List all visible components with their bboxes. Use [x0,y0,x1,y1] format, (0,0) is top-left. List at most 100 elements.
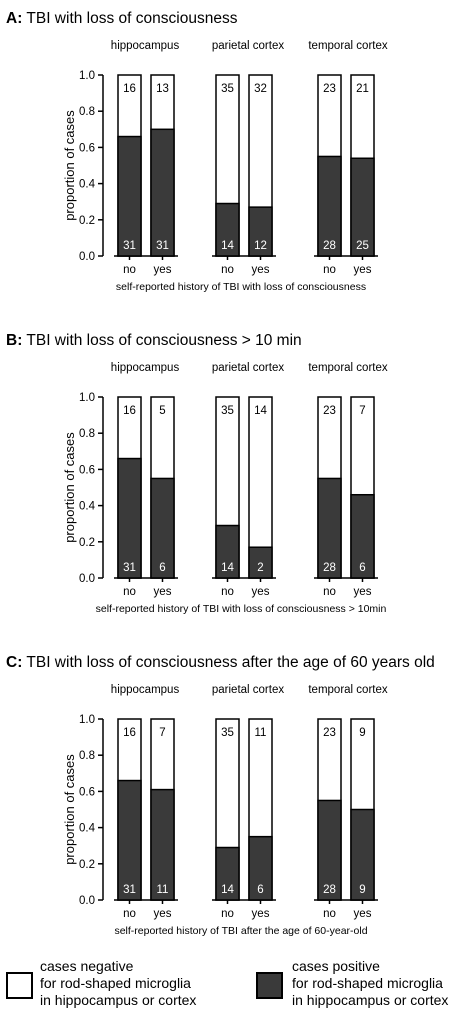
y-tick-label: 0.2 [79,859,95,871]
legend-negative-line-2: for rod-shaped microglia [40,975,191,991]
panel-c: C: TBI with loss of consciousness after … [6,654,435,937]
legend-negative-swatch [6,972,33,999]
count-negative: 16 [123,727,136,739]
count-positive: 31 [123,884,136,896]
x-axis-label: self-reported history of TBI with loss o… [96,603,387,615]
count-positive: 14 [221,884,234,896]
count-positive: 9 [359,884,365,896]
x-category-label: yes [252,264,270,276]
y-tick-label: 0.0 [79,251,95,263]
panel-title-text: TBI with loss of consciousness > 10 min [22,332,301,349]
y-tick-label: 0.6 [79,464,95,476]
legend-positive-line-1: cases positive [292,958,380,974]
region-label: parietal cortex [212,684,284,696]
y-tick-label: 1.0 [79,70,95,82]
count-positive: 31 [123,240,136,252]
bar-positive [117,457,142,579]
y-tick-label: 0.8 [79,106,95,118]
bar-positive [150,128,175,257]
count-negative: 7 [359,405,365,417]
x-category-label: no [323,264,336,276]
y-tick-label: 0.8 [79,750,95,762]
y-tick-label: 0.0 [79,573,95,585]
count-positive: 31 [156,240,169,252]
count-negative: 23 [323,83,336,95]
count-positive: 2 [257,562,263,574]
count-negative: 7 [159,727,165,739]
bar-positive [117,779,142,901]
panel-title-text: TBI with loss of consciousness [22,10,237,27]
y-tick-label: 1.0 [79,714,95,726]
panels: A: TBI with loss of consciousness 0.0 0.2 0… [6,10,435,937]
count-negative: 35 [221,405,234,417]
count-negative: 16 [123,83,136,95]
panel-title: A: TBI with loss of consciousness [6,10,238,27]
legend-positive-swatch [256,972,283,999]
y-tick-label: 1.0 [79,392,95,404]
region-label: temporal cortex [308,362,388,374]
x-category-label: yes [154,586,172,598]
y-axis-label: proportion of cases [62,432,77,543]
panel-b: B: TBI with loss of consciousness > 10 m… [6,332,388,615]
region-label: temporal cortex [308,684,388,696]
legend-positive-line-2: for rod-shaped microglia [292,975,443,991]
count-negative: 23 [323,727,336,739]
y-tick-label: 0.0 [79,895,95,907]
legend-negative-line-3: in hippocampus or cortex [40,992,196,1008]
count-negative: 5 [159,405,165,417]
region-label: hippocampus [111,684,180,696]
region-label: parietal cortex [212,362,284,374]
y-tick-label: 0.4 [79,179,96,191]
count-negative: 35 [221,727,234,739]
x-category-label: yes [154,264,172,276]
count-negative: 9 [359,727,365,739]
x-axis-label: self-reported history of TBI after the a… [114,925,367,937]
x-category-label: no [323,586,336,598]
count-negative: 16 [123,405,136,417]
y-tick-label: 0.4 [79,501,96,513]
count-positive: 14 [221,240,234,252]
count-negative: 21 [356,83,369,95]
region-label: hippocampus [111,362,180,374]
count-negative: 11 [255,727,267,739]
count-positive: 28 [323,240,336,252]
count-negative: 32 [254,83,267,95]
y-tick-label: 0.4 [79,823,96,835]
x-category-label: yes [354,908,372,920]
panel-letter: A: [6,10,22,27]
count-positive: 6 [359,562,365,574]
count-positive: 6 [159,562,165,574]
x-category-label: yes [252,586,270,598]
x-category-label: no [221,264,234,276]
legend-positive-line-3: in hippocampus or cortex [292,992,448,1008]
count-positive: 28 [323,884,336,896]
count-negative: 23 [323,405,336,417]
count-positive: 12 [254,240,267,252]
x-category-label: yes [252,908,270,920]
x-axis-label: self-reported history of TBI with loss o… [116,281,366,293]
count-positive: 31 [123,562,136,574]
count-positive: 25 [356,240,369,252]
y-tick-label: 0.8 [79,428,95,440]
count-positive: 28 [323,562,336,574]
region-label: hippocampus [111,40,180,52]
count-positive: 6 [257,884,263,896]
x-category-label: no [221,586,234,598]
legend-negative-line-1: cases negative [40,958,134,974]
count-positive: 11 [157,884,169,896]
x-category-label: no [123,586,136,598]
count-negative: 14 [254,405,267,417]
y-tick-label: 0.6 [79,786,95,798]
legend: cases negative for rod-shaped microglia … [6,958,448,1008]
y-tick-label: 0.2 [79,215,95,227]
region-label: parietal cortex [212,40,284,52]
panel-letter: B: [6,332,22,349]
y-axis-label: proportion of cases [62,754,77,865]
region-label: temporal cortex [308,40,388,52]
x-category-label: no [221,908,234,920]
y-tick-label: 0.6 [79,142,95,154]
x-category-label: yes [154,908,172,920]
count-negative: 35 [221,83,234,95]
x-category-label: no [123,264,136,276]
